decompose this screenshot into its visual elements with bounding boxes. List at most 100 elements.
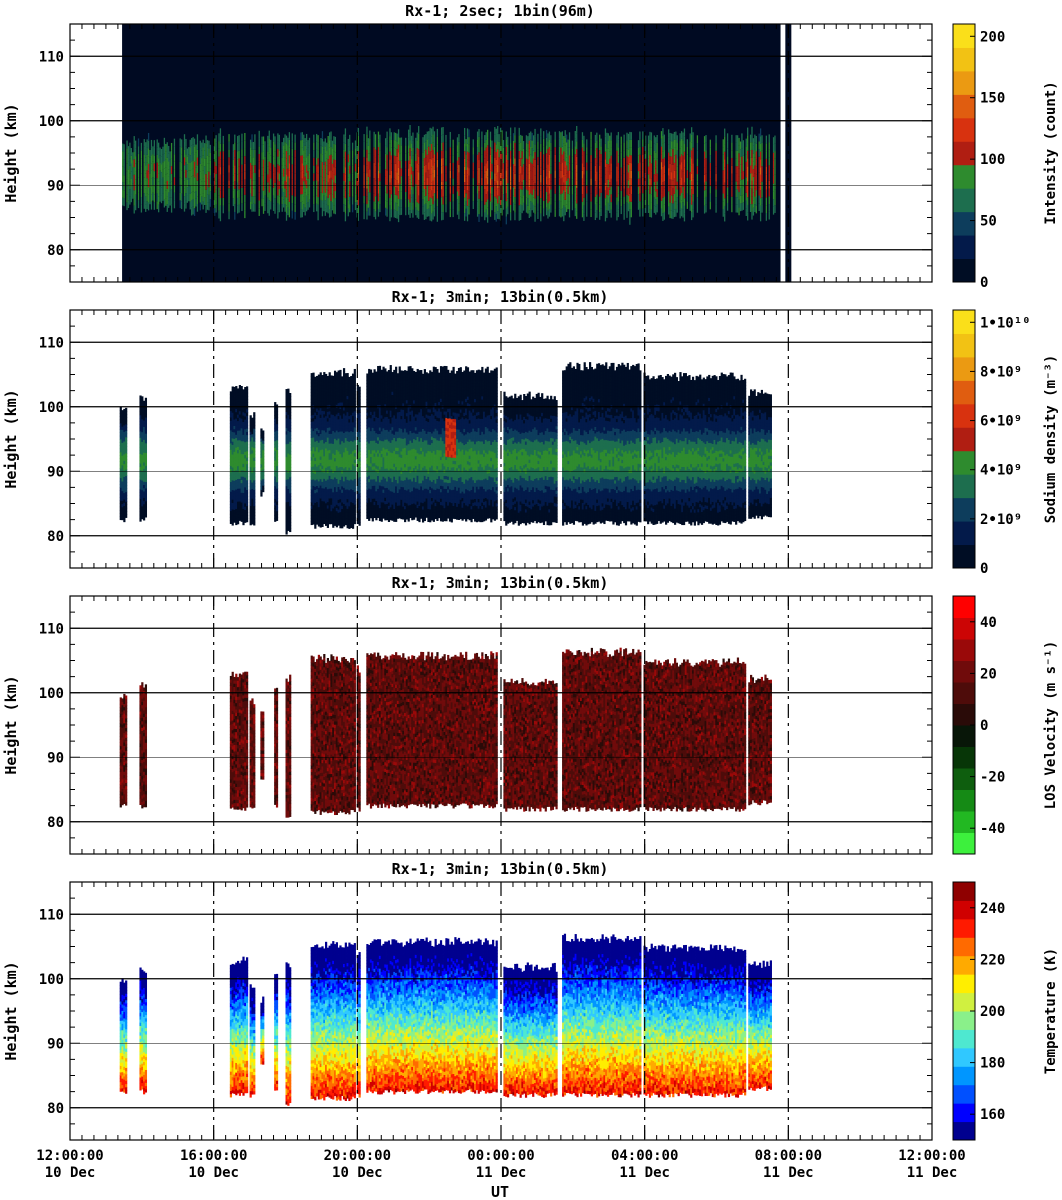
heatmap-cell	[289, 512, 292, 516]
intensity-cell	[270, 155, 272, 164]
heatmap-cell	[287, 391, 290, 396]
heatmap-cell	[333, 435, 337, 439]
intensity-cell	[617, 147, 620, 156]
heatmap-cell	[328, 491, 331, 496]
intensity-cell	[264, 172, 266, 180]
heatmap-cell	[144, 471, 148, 476]
heatmap-cell	[326, 446, 329, 451]
heatmap-cell	[245, 399, 249, 403]
intensity-cell	[287, 160, 289, 169]
heatmap-cell	[251, 453, 254, 457]
intensity-cell	[185, 200, 187, 209]
heatmap-cell	[242, 428, 245, 432]
intensity-cell	[294, 188, 296, 197]
intensity-cell	[432, 173, 434, 181]
intensity-cell	[303, 157, 305, 166]
heatmap-cell	[332, 443, 335, 448]
intensity-cell	[234, 173, 236, 182]
intensity-cell	[495, 167, 497, 176]
intensity-cell	[540, 198, 542, 206]
heatmap-cell	[274, 456, 277, 461]
intensity-cell	[356, 171, 358, 179]
heatmap-cell	[285, 498, 288, 503]
intensity-cell	[205, 143, 207, 151]
heatmap-cell	[249, 470, 252, 474]
heatmap-cell	[141, 483, 144, 488]
intensity-cell	[415, 145, 417, 154]
intensity-cell	[222, 205, 224, 214]
intensity-cell	[449, 131, 451, 140]
heatmap-cell	[325, 380, 328, 385]
heatmap-cell	[316, 424, 319, 428]
intensity-cell	[300, 147, 302, 156]
intensity-cell	[196, 180, 199, 189]
heatmap-cell	[333, 457, 337, 462]
intensity-cell	[521, 182, 523, 190]
intensity-cell	[215, 204, 217, 213]
heatmap-cell	[240, 444, 243, 448]
heatmap-cell	[319, 520, 322, 525]
heatmap-cell	[328, 391, 331, 396]
heatmap-cell	[144, 430, 148, 434]
intensity-cell	[547, 141, 549, 149]
intensity-cell	[320, 199, 322, 208]
heatmap-cell	[328, 475, 331, 480]
heatmap-cell	[335, 391, 338, 396]
intensity-cell	[436, 144, 439, 153]
intensity-cell	[321, 208, 324, 217]
intensity-cell	[123, 190, 125, 199]
heatmap-cell	[141, 396, 144, 400]
intensity-cell	[366, 134, 368, 143]
intensity-cell	[705, 135, 707, 143]
heatmap-cell	[321, 478, 324, 482]
heatmap-cell	[240, 514, 243, 519]
intensity-cell	[196, 188, 199, 197]
intensity-cell	[649, 139, 651, 148]
intensity-cell	[384, 192, 387, 201]
intensity-cell	[284, 165, 286, 174]
intensity-cell	[452, 209, 454, 218]
intensity-cell	[294, 150, 296, 158]
heatmap-cell	[337, 489, 340, 494]
heatmap-cell	[260, 492, 263, 497]
intensity-cell	[244, 187, 246, 195]
heatmap-cell	[231, 418, 234, 423]
heatmap-cell	[275, 436, 279, 441]
intensity-cell	[344, 136, 347, 144]
intensity-cell	[146, 193, 148, 202]
intensity-cell	[498, 141, 500, 150]
heatmap-cell	[332, 388, 335, 393]
intensity-cell	[282, 176, 285, 185]
intensity-cell	[379, 157, 381, 166]
heatmap-cell	[262, 475, 265, 480]
heatmap-cell	[244, 403, 247, 407]
intensity-cell	[497, 211, 499, 219]
intensity-cell	[495, 182, 497, 191]
heatmap-cell	[141, 422, 144, 426]
intensity-cell	[690, 134, 693, 143]
heatmap-cell	[262, 446, 265, 451]
intensity-cell	[165, 167, 167, 175]
intensity-cell	[690, 127, 693, 135]
heatmap-cell	[287, 430, 290, 435]
intensity-cell	[367, 161, 370, 170]
intensity-cell	[527, 143, 529, 152]
heatmap-cell	[321, 436, 324, 440]
heatmap-cell	[316, 511, 319, 516]
heatmap-cell	[125, 478, 128, 483]
intensity-cell	[749, 204, 752, 212]
intensity-cell	[499, 182, 502, 190]
heatmap-cell	[242, 408, 245, 413]
intensity-cell	[222, 135, 224, 144]
intensity-cell	[768, 204, 770, 212]
intensity-cell	[264, 148, 266, 157]
intensity-cell	[530, 201, 532, 209]
heatmap-cell	[231, 447, 234, 452]
heatmap-cell	[240, 469, 243, 474]
intensity-cell	[429, 205, 431, 213]
heatmap-cell	[244, 419, 247, 423]
heatmap-cell	[289, 451, 292, 455]
intensity-cell	[647, 135, 650, 144]
intensity-cell	[645, 143, 647, 152]
heatmap-cell	[312, 395, 315, 399]
